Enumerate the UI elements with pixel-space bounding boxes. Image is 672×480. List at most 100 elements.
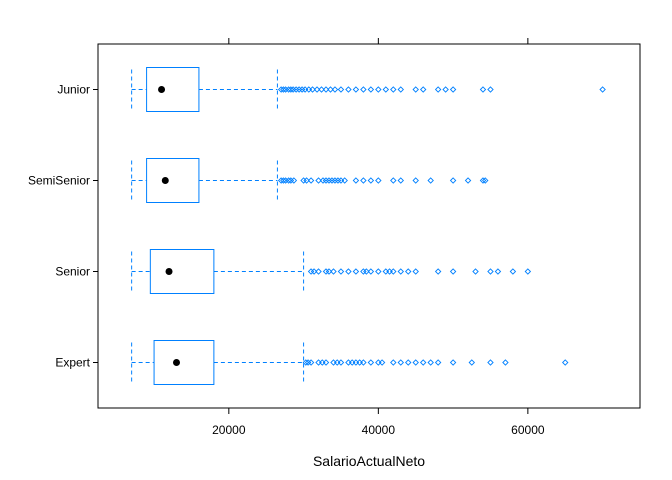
outlier-point [375, 177, 382, 184]
outlier-point [348, 359, 356, 366]
iqr-box [153, 340, 215, 385]
median-dot [172, 359, 180, 366]
outlier-point [310, 268, 318, 275]
outlier-point [277, 177, 285, 184]
outlier-point [325, 268, 333, 275]
outlier-point [375, 86, 382, 93]
outlier-point [464, 177, 472, 184]
axes-layer: Junior SemiSenior Senior Expert 20000 40000 60… [28, 38, 545, 437]
outlier-point [360, 86, 367, 93]
outlier-point [330, 268, 337, 275]
outlier-point [524, 268, 532, 275]
outlier-point [285, 86, 292, 93]
outlier-point [412, 268, 419, 275]
outlier-point [303, 177, 310, 184]
outlier-point [327, 86, 334, 93]
plot-frame [97, 43, 641, 409]
x-tick-label: 20000 [212, 423, 246, 437]
outlier-point [599, 86, 606, 93]
outlier-point [562, 359, 569, 366]
outlier-point [479, 177, 487, 184]
outlier-point [442, 86, 449, 93]
outlier-point [375, 359, 382, 366]
outlier-point [337, 359, 345, 366]
outlier-point [345, 86, 352, 93]
y-tick-label: Expert [55, 356, 90, 370]
outlier-point [352, 268, 360, 275]
y-tick-label: Junior [57, 83, 90, 97]
outlier-point [337, 86, 345, 93]
x-tick-label: 60000 [511, 423, 545, 437]
outlier-point [307, 177, 315, 184]
outlier-point [277, 86, 285, 93]
outlier-point [468, 359, 476, 366]
outlier-point [302, 359, 310, 366]
outlier-point [345, 359, 352, 366]
outlier-point [287, 86, 295, 93]
outlier-point [333, 359, 341, 366]
outlier-point [352, 359, 360, 366]
outlier-point [305, 86, 313, 93]
outlier-point [382, 268, 390, 275]
outlier-point [502, 359, 509, 366]
outlier-point [360, 359, 367, 366]
median-dot [158, 86, 166, 93]
box-group-semisenior [131, 158, 489, 203]
outlier-point [313, 86, 321, 93]
outlier-point [378, 359, 386, 366]
outlier-point [330, 359, 337, 366]
outlier-point [322, 86, 330, 93]
outlier-point [367, 86, 375, 93]
outlier-point [319, 359, 326, 366]
outlier-point [375, 268, 382, 275]
outlier-point [482, 177, 489, 184]
outlier-point [307, 359, 315, 366]
outlier-point [345, 268, 352, 275]
outlier-point [367, 359, 375, 366]
outlier-point [341, 177, 348, 184]
y-tick-label: Senior [55, 265, 90, 279]
box-group-expert [131, 340, 569, 385]
outlier-point [412, 177, 419, 184]
outlier-point [318, 86, 325, 93]
iqr-box [149, 249, 215, 294]
outlier-point [397, 86, 405, 93]
outlier-point [449, 177, 457, 184]
outlier-point [390, 177, 397, 184]
outlier-point [419, 86, 427, 93]
outlier-point [509, 268, 517, 275]
outlier-point [363, 268, 370, 275]
outlier-point [449, 86, 457, 93]
outlier-point [337, 268, 345, 275]
outlier-point [390, 359, 397, 366]
outlier-point [356, 359, 363, 366]
median-dot [161, 177, 169, 184]
outlier-point [280, 86, 287, 93]
outlier-point [434, 359, 442, 366]
x-tick-label: 40000 [362, 423, 396, 437]
outlier-point [397, 177, 405, 184]
outlier-point [487, 86, 494, 93]
outlier-point [427, 359, 434, 366]
outlier-point [382, 86, 390, 93]
outlier-point [315, 359, 322, 366]
outlier-point [397, 359, 405, 366]
outlier-point [331, 86, 339, 93]
outlier-point [427, 177, 434, 184]
outlier-point [352, 177, 360, 184]
outlier-point [405, 268, 412, 275]
outlier-point [472, 268, 479, 275]
y-tick-label: SemiSenior [28, 174, 90, 188]
boxes-layer [131, 67, 606, 385]
outlier-point [412, 86, 419, 93]
outlier-point [290, 177, 298, 184]
iqr-box [146, 67, 200, 112]
outlier-point [386, 268, 393, 275]
outlier-point [360, 177, 367, 184]
x-axis-title: SalarioActualNeto [313, 453, 425, 469]
outlier-point [434, 268, 442, 275]
outlier-point [315, 268, 322, 275]
outlier-point [390, 268, 397, 275]
outlier-point [315, 177, 322, 184]
